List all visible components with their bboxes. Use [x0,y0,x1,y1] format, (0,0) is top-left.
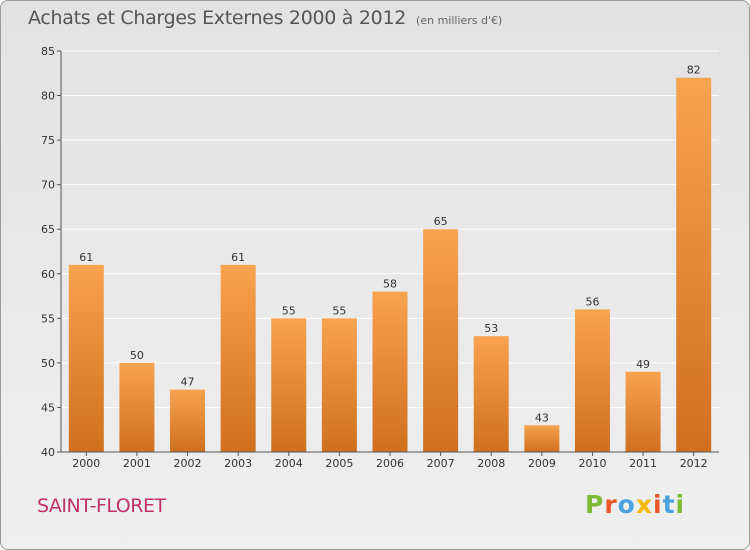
chart-title: Achats et Charges Externes 2000 à 2012 [28,7,407,29]
data-labels: 61 50 47 61 55 55 58 65 53 43 56 49 82 [79,64,700,425]
y-tick-label: 60 [41,268,55,281]
bar-2011 [625,371,661,452]
data-label-2005: 55 [332,304,346,317]
data-label-2000: 61 [79,251,93,264]
bar-2009 [524,425,560,452]
data-label-2008: 53 [484,322,498,335]
x-tick-label-2002: 2002 [174,457,202,470]
data-label-2002: 47 [181,376,195,389]
chart-subtitle: (en milliers d'€) [416,14,503,27]
brand-letter: r [604,490,618,519]
brand-letter: i [653,490,663,519]
y-tick-label: 55 [41,312,55,325]
data-label-2012: 82 [687,64,701,77]
bar-2007 [423,229,459,452]
data-label-2010: 56 [585,295,599,308]
x-axis-ticks: 2000 2001 2002 2003 2004 2005 2006 2007 2008 2009… [72,452,708,470]
y-tick-label: 75 [41,134,55,147]
bar-2008 [473,336,509,452]
x-tick-label-2005: 2005 [325,457,353,470]
place-name: SAINT-FLORET [37,495,166,517]
bar-2010 [574,309,610,452]
bar-2002 [170,389,206,452]
bars [68,77,712,452]
y-tick-label: 40 [41,446,55,459]
y-axis-ticks: 40 45 50 55 60 65 70 75 80 85 [41,45,61,459]
brand-letter: x [635,490,653,519]
data-label-2006: 58 [383,278,397,291]
x-tick-label-2011: 2011 [629,457,657,470]
y-tick-label: 50 [41,357,55,370]
data-label-2001: 50 [130,349,144,362]
x-tick-label-2007: 2007 [427,457,455,470]
x-tick-label-2012: 2012 [680,457,708,470]
title-row: Achats et Charges Externes 2000 à 2012 (e… [28,7,502,29]
y-tick-label: 70 [41,179,55,192]
x-tick-label-2004: 2004 [275,457,303,470]
x-tick-label-2003: 2003 [224,457,252,470]
x-tick-label-2008: 2008 [477,457,505,470]
bar-2000 [68,264,104,452]
x-tick-label-2001: 2001 [123,457,151,470]
data-label-2009: 43 [535,411,549,424]
data-label-2004: 55 [282,304,296,317]
x-tick-label-2006: 2006 [376,457,404,470]
x-tick-label-2009: 2009 [528,457,556,470]
y-tick-label: 85 [41,45,55,58]
brand-letter: i [675,490,686,519]
bar-2004 [271,318,307,452]
brand-logo: Proxiti [585,490,685,519]
data-label-2003: 61 [231,251,245,264]
data-label-2011: 49 [636,358,650,371]
y-tick-label: 45 [41,401,55,414]
x-tick-label-2010: 2010 [578,457,606,470]
y-tick-label: 65 [41,223,55,236]
data-label-2007: 65 [434,215,448,228]
brand-letter: t [662,490,676,519]
brand-letter: P [585,490,605,519]
bar-2012 [676,77,712,452]
x-tick-label-2000: 2000 [72,457,100,470]
y-tick-label: 80 [41,90,55,103]
bar-2003 [220,264,256,452]
bar-2006 [372,291,408,452]
brand-letter: o [617,490,636,519]
bar-2005 [321,318,357,452]
bar-2001 [119,362,155,452]
